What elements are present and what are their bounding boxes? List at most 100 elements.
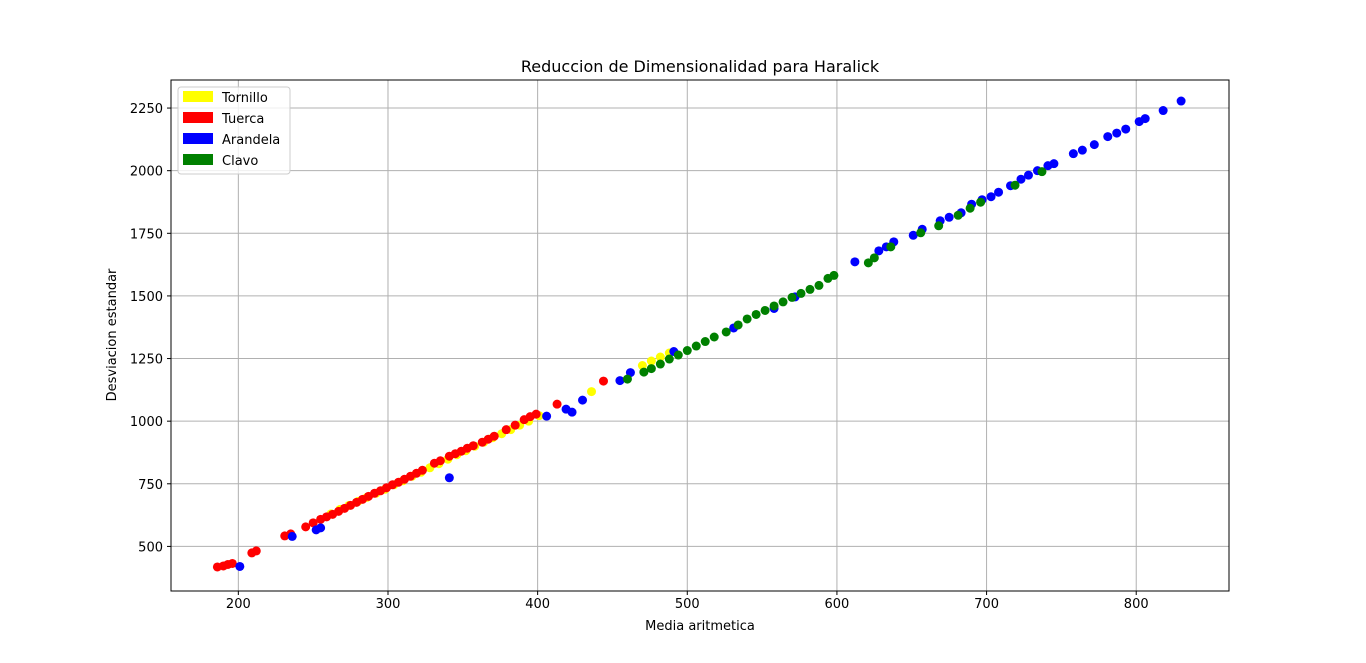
data-point-clavo bbox=[1037, 167, 1047, 177]
data-point-clavo bbox=[953, 210, 963, 220]
data-point-arandela bbox=[1089, 140, 1099, 150]
data-point-arandela bbox=[316, 523, 326, 533]
data-point-arandela bbox=[1103, 132, 1113, 142]
data-point-clavo bbox=[673, 350, 683, 360]
data-point-clavo bbox=[769, 301, 779, 311]
data-point-tornillo bbox=[587, 387, 597, 397]
y-tick-label: 2000 bbox=[130, 165, 163, 180]
data-point-arandela bbox=[1068, 149, 1078, 159]
y-tick-label: 750 bbox=[138, 478, 163, 493]
data-point-tuerca bbox=[308, 518, 318, 528]
y-tick-label: 1750 bbox=[130, 227, 163, 242]
x-tick-label: 300 bbox=[376, 597, 401, 612]
series-tuerca bbox=[212, 376, 608, 572]
data-point-clavo bbox=[976, 197, 986, 207]
data-point-arandela bbox=[1112, 128, 1122, 138]
data-point-clavo bbox=[869, 253, 879, 263]
data-point-tuerca bbox=[468, 441, 478, 451]
legend: Tornillo Tuerca Arandela Clavo bbox=[177, 86, 291, 175]
data-point-tuerca bbox=[435, 456, 445, 466]
data-point-arandela bbox=[578, 395, 588, 405]
legend-swatch-clavo bbox=[183, 154, 213, 165]
data-point-clavo bbox=[721, 327, 731, 337]
data-point-clavo bbox=[886, 242, 896, 252]
grid bbox=[171, 80, 1229, 591]
data-point-tuerca bbox=[251, 546, 261, 556]
data-point-arandela bbox=[615, 376, 625, 386]
series-clavo bbox=[622, 167, 1047, 384]
data-point-arandela bbox=[567, 407, 577, 417]
data-point-arandela bbox=[287, 531, 297, 541]
data-point-tuerca bbox=[227, 558, 237, 568]
data-point-arandela bbox=[1023, 170, 1033, 180]
x-tick-label: 500 bbox=[675, 597, 700, 612]
data-point-clavo bbox=[787, 292, 797, 302]
legend-label-clavo: Clavo bbox=[222, 154, 258, 169]
data-point-clavo bbox=[664, 354, 674, 364]
data-point-arandela bbox=[1140, 114, 1150, 124]
data-point-clavo bbox=[829, 270, 839, 280]
data-point-arandela bbox=[994, 187, 1004, 197]
data-point-tuerca bbox=[552, 399, 562, 409]
data-point-clavo bbox=[916, 228, 926, 238]
data-point-clavo bbox=[796, 288, 806, 298]
data-point-clavo bbox=[646, 364, 656, 374]
legend-swatch-arandela bbox=[183, 133, 213, 144]
y-tick-label: 500 bbox=[138, 540, 163, 555]
legend-swatch-tornillo bbox=[183, 91, 213, 102]
data-point-arandela bbox=[1158, 106, 1168, 116]
data-point-clavo bbox=[682, 346, 692, 356]
data-point-arandela bbox=[235, 561, 245, 571]
data-point-tuerca bbox=[301, 522, 311, 532]
y-tick-label: 2250 bbox=[130, 102, 163, 117]
y-tick-label: 1000 bbox=[130, 415, 163, 430]
data-point-arandela bbox=[1077, 145, 1087, 155]
legend-label-tuerca: Tuerca bbox=[221, 112, 264, 127]
y-axis-label: Desviacion estandar bbox=[105, 268, 120, 401]
data-point-clavo bbox=[760, 305, 770, 315]
data-point-clavo bbox=[814, 280, 824, 290]
data-point-clavo bbox=[863, 258, 873, 268]
data-point-arandela bbox=[850, 257, 860, 267]
data-point-tornillo bbox=[655, 352, 665, 362]
data-point-arandela bbox=[542, 411, 552, 421]
plot-frame bbox=[170, 79, 1230, 592]
chart-title: Reduccion de Dimensionalidad para Harali… bbox=[521, 57, 880, 76]
x-axis-label: Media aritmetica bbox=[645, 619, 755, 634]
data-point-arandela bbox=[1176, 96, 1186, 106]
data-point-tornillo bbox=[646, 356, 656, 366]
data-point-tuerca bbox=[598, 376, 608, 386]
data-point-arandela bbox=[874, 246, 884, 256]
data-point-clavo bbox=[700, 337, 710, 347]
legend-label-tornillo: Tornillo bbox=[221, 91, 268, 106]
data-point-tuerca bbox=[531, 409, 541, 419]
data-point-clavo bbox=[655, 359, 665, 369]
data-point-clavo bbox=[751, 309, 761, 319]
data-point-clavo bbox=[691, 341, 701, 351]
x-tick-label: 800 bbox=[1124, 597, 1149, 612]
data-points bbox=[212, 96, 1186, 572]
data-point-tuerca bbox=[501, 425, 511, 435]
x-tick-label: 600 bbox=[825, 597, 850, 612]
y-tick-label: 1500 bbox=[130, 290, 163, 305]
data-point-clavo bbox=[709, 332, 719, 342]
data-point-tuerca bbox=[510, 420, 520, 430]
legend-label-arandela: Arandela bbox=[222, 133, 280, 148]
data-point-clavo bbox=[733, 320, 743, 330]
data-point-arandela bbox=[1016, 174, 1026, 184]
x-tick-label: 700 bbox=[974, 597, 999, 612]
x-tick-label: 400 bbox=[525, 597, 550, 612]
data-point-tuerca bbox=[417, 465, 427, 475]
x-axis-ticks: 200 300 400 500 600 700 800 bbox=[226, 591, 1149, 612]
data-point-clavo bbox=[742, 314, 752, 324]
data-point-clavo bbox=[639, 367, 649, 377]
legend-box bbox=[177, 86, 291, 175]
legend-swatch-tuerca bbox=[183, 112, 213, 123]
x-tick-label: 200 bbox=[226, 597, 251, 612]
data-point-arandela bbox=[1121, 124, 1131, 134]
data-point-clavo bbox=[622, 374, 632, 384]
data-point-clavo bbox=[778, 297, 788, 307]
data-point-clavo bbox=[965, 203, 975, 213]
y-tick-label: 1250 bbox=[130, 353, 163, 368]
